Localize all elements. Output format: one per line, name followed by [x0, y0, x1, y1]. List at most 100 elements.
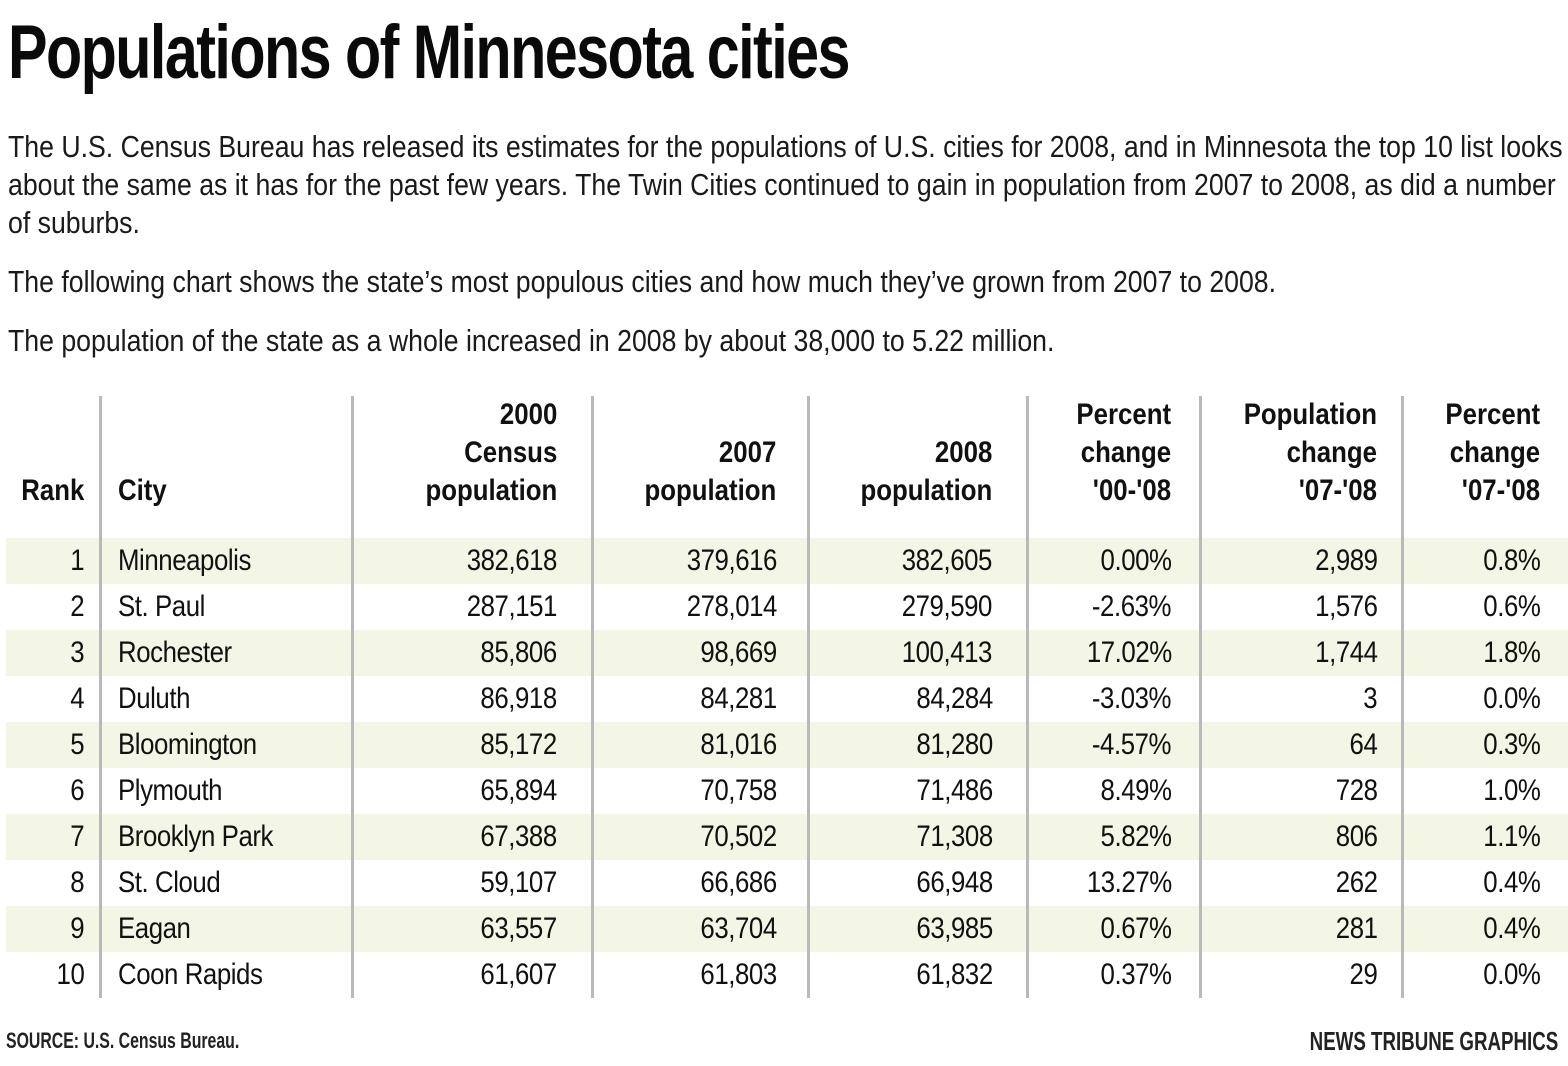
cell-value: 63,704 — [700, 912, 777, 945]
percent-change-00-08-cell: 13.27% — [1026, 860, 1201, 906]
population-2000-cell: 59,107 — [350, 860, 593, 906]
population-2008-cell: 382,605 — [806, 538, 1028, 584]
percent-change-07-08-cell: 0.0% — [1401, 676, 1568, 722]
percent-change-07-08-cell: 0.4% — [1401, 860, 1568, 906]
column-header-percent-change-07-08: Percent change '07-'08 — [1401, 396, 1568, 538]
percent-change-00-08-cell: 8.49% — [1026, 768, 1201, 814]
cell-value: 0.8% — [1482, 544, 1541, 577]
cell-value: 70,758 — [700, 774, 777, 807]
cell-value: 17.02% — [1086, 636, 1172, 669]
cell-value: 1.1% — [1482, 820, 1541, 853]
cell-value: 279,590 — [902, 590, 993, 623]
cell-value: 379,616 — [686, 544, 777, 577]
cell-value: 281 — [1335, 912, 1378, 945]
population-2008-cell: 63,985 — [806, 906, 1028, 952]
cell-value: 5 — [70, 728, 85, 761]
population-2007-cell: 70,758 — [591, 768, 809, 814]
population-2008-cell: 279,590 — [806, 584, 1028, 630]
cell-value: 61,607 — [480, 958, 558, 991]
rank-cell: 5 — [6, 722, 101, 768]
cell-value: 382,605 — [902, 544, 993, 577]
rank-cell: 4 — [6, 676, 100, 722]
cell-value: 86,918 — [480, 682, 558, 715]
percent-change-00-08-cell: 0.00% — [1026, 538, 1201, 584]
city-cell: Bloomington — [98, 722, 353, 768]
column-header-label: City — [117, 474, 167, 507]
column-header-2008-population: 2008 population — [806, 396, 1028, 538]
cell-value: 1.0% — [1482, 774, 1541, 807]
cell-value: 6 — [70, 774, 85, 807]
intro-paragraph: The U.S. Census Bureau has released its … — [8, 129, 1563, 240]
population-2007-cell: 278,014 — [591, 584, 809, 630]
cell-value: 806 — [1335, 820, 1378, 853]
population-2007-cell: 66,686 — [591, 860, 809, 906]
table-row: 4 Duluth 86,918 84,281 84,284 -3.03% 3 0.0% — [6, 676, 1568, 722]
population-change-07-08-cell: 281 — [1199, 906, 1403, 952]
cell-value: Eagan — [117, 912, 191, 945]
percent-change-07-08-cell: 1.1% — [1401, 814, 1568, 860]
cell-value: 61,832 — [915, 958, 993, 991]
cell-value: 278,014 — [686, 590, 777, 623]
cell-value: Minneapolis — [117, 544, 251, 577]
percent-change-00-08-cell: 0.67% — [1026, 906, 1201, 952]
column-header-label: 2000 Census population — [425, 398, 557, 507]
cell-value: 0.4% — [1482, 912, 1541, 945]
population-change-07-08-cell: 262 — [1199, 860, 1403, 906]
column-header-label: 2008 population — [860, 436, 993, 507]
population-2007-cell: 63,704 — [591, 906, 809, 952]
cell-value: 67,388 — [480, 820, 558, 853]
cell-value: Bloomington — [117, 728, 257, 761]
rank-cell: 6 — [6, 768, 100, 814]
percent-change-07-08-cell: 1.8% — [1401, 630, 1568, 676]
cell-value: 13.27% — [1086, 866, 1172, 899]
cell-value: Brooklyn Park — [117, 820, 273, 853]
cell-value: 1 — [70, 544, 85, 577]
column-header-rank: Rank — [6, 396, 100, 538]
cell-value: 3 — [70, 636, 85, 669]
cell-value: 81,016 — [700, 728, 777, 761]
rank-cell: 2 — [6, 584, 100, 630]
population-2008-cell: 71,486 — [806, 768, 1028, 814]
cell-value: 65,894 — [480, 774, 558, 807]
population-2000-cell: 86,918 — [350, 676, 593, 722]
population-2007-cell: 84,281 — [591, 676, 809, 722]
population-2008-cell: 61,832 — [806, 952, 1028, 998]
cell-value: 9 — [70, 912, 85, 945]
cell-value: 2 — [70, 590, 85, 623]
column-header-label: Rank — [21, 474, 85, 507]
percent-change-07-08-cell: 0.4% — [1401, 906, 1568, 952]
population-2008-cell: 84,284 — [806, 676, 1028, 722]
population-2000-cell: 85,172 — [350, 722, 593, 768]
graphics-credit: NEWS TRIBUNE GRAPHICS — [1309, 1026, 1558, 1056]
population-2000-cell: 85,806 — [350, 630, 593, 676]
cell-value: 1,576 — [1314, 590, 1378, 623]
cell-value: Rochester — [117, 636, 232, 669]
population-2008-cell: 66,948 — [806, 860, 1028, 906]
column-header-2007-population: 2007 population — [591, 396, 809, 538]
cell-value: 64 — [1349, 728, 1378, 761]
population-2007-cell: 70,502 — [591, 814, 809, 860]
table-header-row: Rank City 2000 Census population 2007 po… — [6, 396, 1568, 538]
intro-paragraph: The following chart shows the state’s mo… — [8, 264, 1277, 299]
cell-value: 1,744 — [1314, 636, 1378, 669]
population-table: Rank City 2000 Census population 2007 po… — [6, 396, 1568, 998]
cell-value: Duluth — [117, 682, 190, 715]
intro-text: The U.S. Census Bureau has released its … — [8, 128, 1568, 381]
table-row: 10 Coon Rapids 61,607 61,803 61,832 0.37% 29 0.… — [6, 952, 1568, 998]
rank-cell: 7 — [6, 814, 101, 860]
cell-value: 262 — [1335, 866, 1378, 899]
population-change-07-08-cell: 29 — [1199, 952, 1403, 998]
population-2007-cell: 81,016 — [591, 722, 809, 768]
cell-value: 0.3% — [1482, 728, 1541, 761]
cell-value: -3.03% — [1092, 682, 1172, 715]
population-2000-cell: 63,557 — [350, 906, 593, 952]
population-change-07-08-cell: 3 — [1199, 676, 1403, 722]
cell-value: 29 — [1349, 958, 1378, 991]
percent-change-07-08-cell: 0.6% — [1401, 584, 1568, 630]
cell-value: -2.63% — [1092, 590, 1172, 623]
column-header-percent-change-00-08: Percent change '00-'08 — [1026, 396, 1201, 538]
cell-value: St. Cloud — [117, 866, 221, 899]
population-change-07-08-cell: 728 — [1199, 768, 1403, 814]
cell-value: 63,557 — [480, 912, 558, 945]
cell-value: 0.67% — [1100, 912, 1172, 945]
